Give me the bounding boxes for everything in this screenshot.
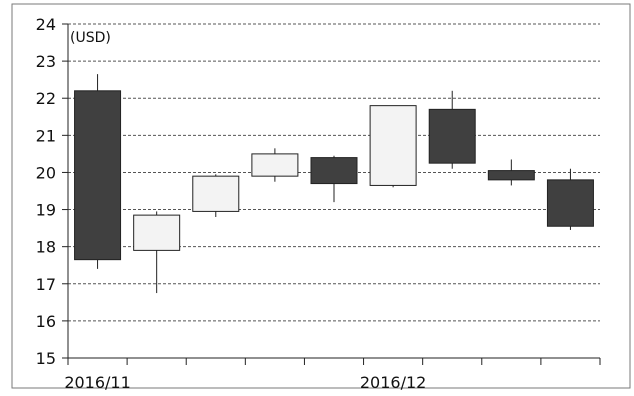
y-tick-label: 18 <box>36 238 56 257</box>
candles <box>74 74 594 294</box>
candle-body <box>546 179 594 227</box>
candle <box>74 74 122 269</box>
y-tick-label: 17 <box>36 275 56 294</box>
candle <box>192 174 240 217</box>
candle-body <box>133 214 181 251</box>
y-tick-label: 20 <box>36 163 56 182</box>
y-tick-label: 22 <box>36 89 56 108</box>
candle-body <box>428 108 476 164</box>
candle <box>487 159 535 186</box>
x-tick-labels: 2016/11 2016/12 <box>64 373 426 392</box>
candle <box>546 168 594 230</box>
y-tick-label: 16 <box>36 312 56 331</box>
y-tick-label: 24 <box>36 15 56 34</box>
candle-body <box>192 175 240 212</box>
candle <box>251 148 299 182</box>
y-tick-label: 23 <box>36 52 56 71</box>
candle-body <box>487 170 535 181</box>
y-tick-labels: 15 16 17 18 19 20 21 22 23 24 <box>36 15 56 368</box>
candle <box>428 90 476 169</box>
candle-body <box>251 153 299 177</box>
candle-body <box>74 90 122 261</box>
candle <box>133 211 181 294</box>
y-tick-label: 15 <box>36 349 56 368</box>
axes <box>62 23 601 365</box>
y-tick-label: 21 <box>36 126 56 145</box>
candle <box>369 105 417 188</box>
candle-body <box>310 157 358 185</box>
x-tick-label: 2016/12 <box>360 373 426 392</box>
unit-label: (USD) <box>70 30 111 46</box>
candle-body <box>369 105 417 186</box>
candle <box>310 155 358 203</box>
y-tick-label: 19 <box>36 201 56 220</box>
x-tick-label: 2016/11 <box>64 373 130 392</box>
